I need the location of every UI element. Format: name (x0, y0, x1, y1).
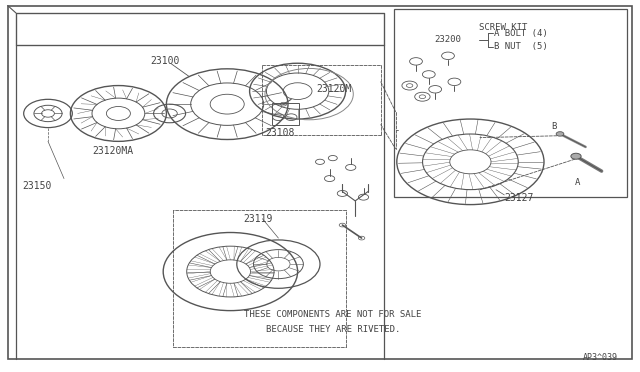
Text: 23108: 23108 (266, 128, 295, 138)
Text: AP3^039: AP3^039 (582, 353, 618, 362)
Circle shape (571, 153, 581, 159)
Text: A BOLT (4): A BOLT (4) (494, 29, 548, 38)
Text: BECAUSE THEY ARE RIVETED.: BECAUSE THEY ARE RIVETED. (266, 325, 400, 334)
Text: B NUT  (5): B NUT (5) (494, 42, 548, 51)
Text: A: A (575, 178, 580, 187)
Text: 23200: 23200 (434, 35, 461, 44)
Text: 23119: 23119 (243, 215, 273, 224)
Bar (272, 103, 299, 125)
Text: SCREW KIT: SCREW KIT (479, 23, 527, 32)
Text: 23150: 23150 (22, 181, 52, 191)
Bar (394, 9, 627, 197)
Text: 23120MA: 23120MA (93, 146, 134, 155)
Text: 23100: 23100 (150, 57, 180, 66)
Text: B: B (552, 122, 557, 131)
Text: 23120M: 23120M (317, 84, 352, 93)
Text: 23127: 23127 (504, 193, 534, 203)
Text: THESE COMPONENTS ARE NOT FOR SALE: THESE COMPONENTS ARE NOT FOR SALE (244, 310, 422, 319)
Circle shape (556, 132, 564, 136)
